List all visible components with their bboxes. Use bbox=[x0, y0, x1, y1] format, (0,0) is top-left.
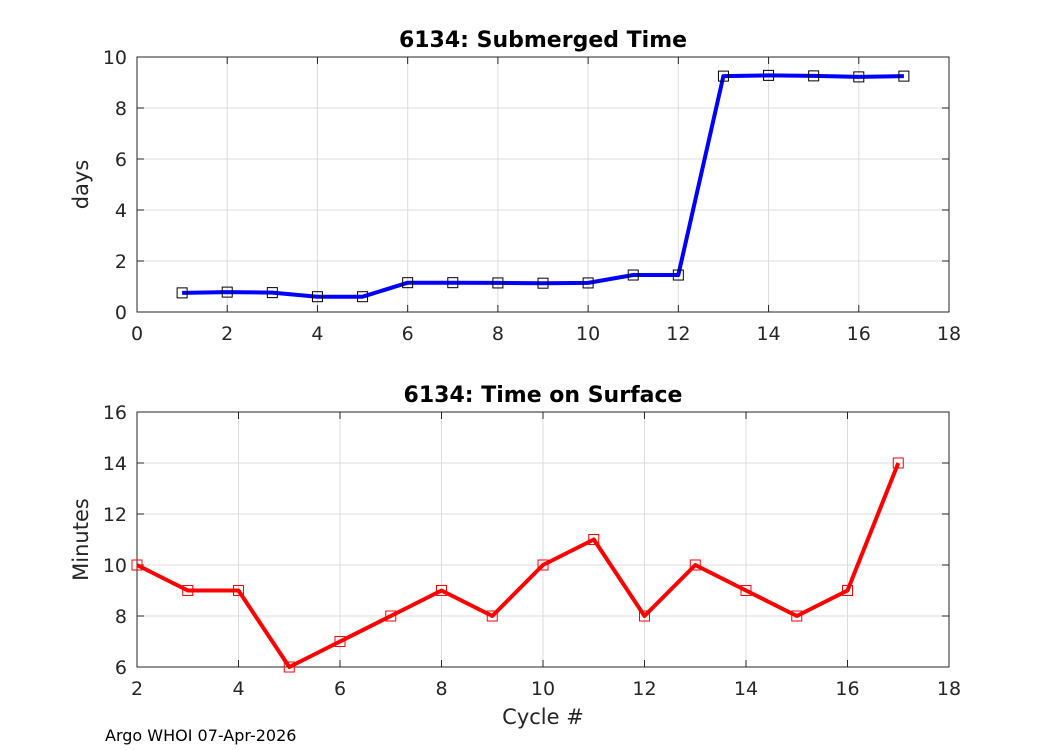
x-tick-label: 14 bbox=[734, 678, 758, 700]
x-tick-label: 0 bbox=[131, 323, 143, 345]
series-line bbox=[182, 73, 904, 299]
data-point-marker bbox=[717, 70, 729, 82]
x-tick-label: 4 bbox=[232, 678, 244, 700]
surface-time-chart: 2 4 6 8 10 12 14 16 18 6 8 10 12 14 16 6134: Time on S… bbox=[69, 383, 961, 729]
x-tick-label: 12 bbox=[632, 678, 656, 700]
data-point-marker bbox=[740, 585, 752, 596]
data-point-marker bbox=[176, 287, 188, 299]
x-tick-label: 16 bbox=[847, 323, 871, 345]
series-line bbox=[136, 462, 901, 669]
y-tick-label: 14 bbox=[103, 453, 127, 475]
data-series bbox=[131, 457, 904, 673]
y-tick-label: 6 bbox=[115, 149, 127, 171]
data-point-marker bbox=[492, 277, 504, 289]
y-axis-label: days bbox=[69, 160, 93, 210]
x-tick-label: 10 bbox=[576, 323, 600, 345]
x-tick-label: 8 bbox=[435, 678, 447, 700]
axes-frame bbox=[136, 411, 950, 668]
x-tick-label: 6 bbox=[334, 678, 346, 700]
x-tick-label: 2 bbox=[221, 323, 233, 345]
data-point-marker bbox=[221, 286, 233, 298]
x-tick-label: 6 bbox=[402, 323, 414, 345]
y-tick-label: 2 bbox=[115, 251, 127, 273]
data-point-marker bbox=[537, 559, 549, 571]
data-point-marker bbox=[853, 71, 865, 83]
data-point-marker bbox=[402, 277, 414, 289]
y-tick-label: 10 bbox=[103, 555, 127, 577]
x-tick-label: 18 bbox=[937, 323, 961, 345]
tick-labels: 0 2 4 6 8 10 12 14 16 18 0 2 4 6 8 10 bbox=[103, 47, 961, 345]
data-point-marker bbox=[334, 636, 346, 647]
x-tick-label: 12 bbox=[666, 323, 690, 345]
plot-area bbox=[137, 57, 949, 312]
y-tick-label: 6 bbox=[115, 657, 127, 679]
data-point-marker bbox=[385, 610, 397, 622]
data-point-marker bbox=[436, 585, 447, 596]
data-series bbox=[176, 69, 910, 303]
footer-credit: Argo WHOI 07-Apr-2026 bbox=[105, 726, 296, 745]
data-point-marker bbox=[808, 70, 820, 82]
data-point-marker bbox=[447, 277, 459, 289]
data-point-marker bbox=[266, 287, 278, 299]
y-tick-label: 12 bbox=[103, 504, 127, 526]
data-point-marker bbox=[791, 610, 803, 622]
data-point-marker bbox=[689, 559, 701, 571]
y-axis-label: Minutes bbox=[69, 498, 93, 581]
data-point-marker bbox=[537, 277, 549, 289]
axes-frame bbox=[136, 56, 950, 313]
y-tick-label: 8 bbox=[115, 606, 127, 628]
data-point-marker bbox=[233, 585, 244, 596]
data-point-marker bbox=[283, 661, 295, 673]
data-point-marker bbox=[486, 610, 498, 622]
data-point-marker bbox=[582, 277, 594, 289]
x-tick-label: 16 bbox=[835, 678, 859, 700]
tick-labels: 2 4 6 8 10 12 14 16 18 6 8 10 12 14 16 bbox=[103, 402, 961, 700]
data-point-marker bbox=[357, 291, 369, 303]
y-tick-label: 8 bbox=[115, 98, 127, 120]
chart-title: 6134: Submerged Time bbox=[399, 28, 687, 53]
x-tick-label: 10 bbox=[531, 678, 555, 700]
data-point-marker bbox=[898, 70, 910, 82]
data-point-marker bbox=[182, 585, 194, 596]
data-point-marker bbox=[892, 457, 904, 469]
x-tick-label: 14 bbox=[756, 323, 780, 345]
data-point-marker bbox=[763, 69, 775, 81]
y-tick-label: 10 bbox=[103, 47, 127, 69]
data-point-marker bbox=[627, 269, 639, 281]
y-tick-label: 16 bbox=[103, 402, 127, 424]
y-tick-label: 4 bbox=[115, 200, 127, 222]
data-point-marker bbox=[672, 269, 684, 281]
x-tick-label: 18 bbox=[937, 678, 961, 700]
data-point-marker bbox=[311, 291, 323, 303]
x-tick-label: 8 bbox=[492, 323, 504, 345]
data-point-marker bbox=[588, 534, 600, 545]
data-point-marker bbox=[131, 559, 143, 571]
data-point-marker bbox=[639, 610, 650, 622]
submerged-time-chart: 0 2 4 6 8 10 12 14 16 18 0 2 4 6 8 10 6134: Submerged T… bbox=[69, 28, 961, 345]
x-tick-label: 2 bbox=[131, 678, 143, 700]
y-tick-label: 0 bbox=[115, 302, 127, 324]
x-tick-label: 4 bbox=[311, 323, 323, 345]
chart-title: 6134: Time on Surface bbox=[404, 383, 683, 408]
data-point-marker bbox=[842, 585, 853, 596]
x-axis-label: Cycle # bbox=[502, 705, 584, 729]
